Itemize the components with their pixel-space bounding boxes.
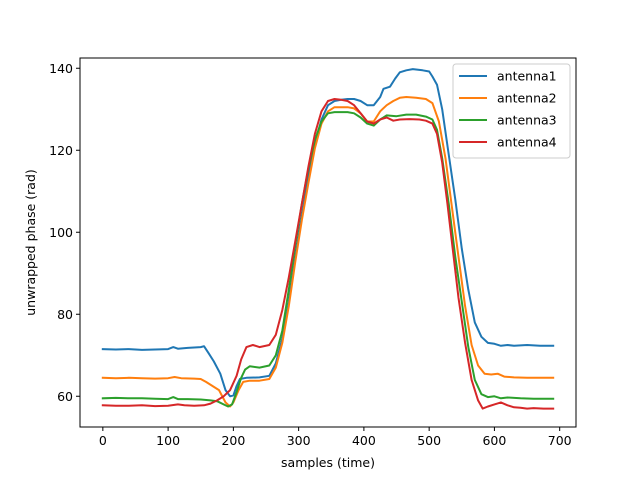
axes-frame — [79, 57, 577, 428]
y-tick-label: 120 — [49, 143, 73, 158]
legend-box — [452, 63, 571, 159]
x-tick-label: 700 — [548, 433, 572, 448]
series-layer — [101, 68, 555, 410]
x-tick-label: 300 — [287, 433, 311, 448]
x-axis-title: samples (time) — [281, 455, 375, 470]
legend-label-antenna3: antenna3 — [497, 113, 557, 128]
x-tick-label: 500 — [417, 433, 441, 448]
x-tick-label: 100 — [156, 433, 180, 448]
y-tick-label: 60 — [57, 389, 73, 404]
series-line-antenna2 — [101, 96, 555, 408]
axes-layer: 0 100 200 300 400 500 600 700 60 80 100 120 140 — [49, 57, 577, 448]
legend-label-antenna2: antenna2 — [497, 91, 557, 106]
series-line-antenna3 — [101, 111, 555, 408]
y-tick-label: 140 — [49, 61, 73, 76]
x-tick-label: 600 — [482, 433, 506, 448]
y-axis-title: unwrapped phase (rad) — [23, 169, 38, 316]
x-tick-label: 200 — [221, 433, 245, 448]
x-tick-label: 400 — [352, 433, 376, 448]
y-tick-label: 80 — [57, 307, 73, 322]
legend-label-antenna4: antenna4 — [497, 135, 557, 150]
series-line-antenna4 — [101, 98, 555, 410]
x-tick-label: 0 — [99, 433, 107, 448]
y-tick-label: 100 — [49, 225, 73, 240]
legend-label-antenna1: antenna1 — [497, 69, 557, 84]
legend: antenna1 antenna2 antenna3 antenna4 — [452, 63, 571, 159]
